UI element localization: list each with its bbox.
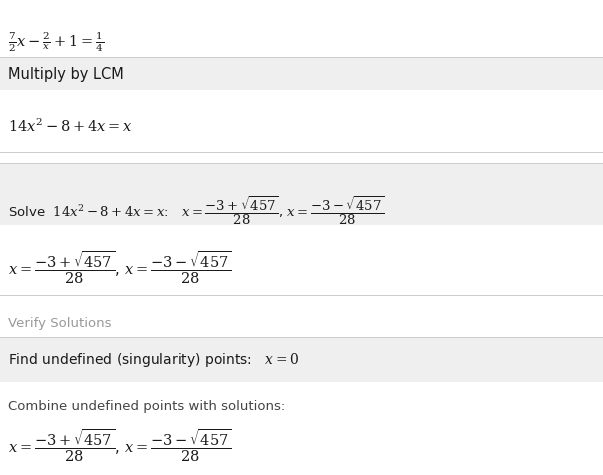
Text: Solve  $14x^2 - 8 + 4x = x$:   $x = \dfrac{-3 + \sqrt{457}}{28}$, $x = \dfrac{-3: Solve $14x^2 - 8 + 4x = x$: $x = \dfrac{… <box>8 194 384 227</box>
Bar <box>0 58 603 90</box>
Bar <box>0 163 603 225</box>
Text: Verify Solutions: Verify Solutions <box>8 317 112 330</box>
Text: Find undefined (singularity) points:   $x = 0$: Find undefined (singularity) points: $x … <box>8 351 300 369</box>
Text: $\frac{7}{2}x - \frac{2}{x} + 1 = \frac{1}{4}$: $\frac{7}{2}x - \frac{2}{x} + 1 = \frac{… <box>8 30 104 54</box>
Text: $x = \dfrac{-3 + \sqrt{457}}{28}$, $x = \dfrac{-3 - \sqrt{457}}{28}$: $x = \dfrac{-3 + \sqrt{457}}{28}$, $x = … <box>8 250 231 286</box>
Text: $x = \dfrac{-3 + \sqrt{457}}{28}$, $x = \dfrac{-3 - \sqrt{457}}{28}$: $x = \dfrac{-3 + \sqrt{457}}{28}$, $x = … <box>8 428 231 465</box>
Text: Combine undefined points with solutions:: Combine undefined points with solutions: <box>8 400 285 413</box>
Text: Multiply by LCM: Multiply by LCM <box>8 66 124 82</box>
Bar <box>0 338 603 382</box>
Text: $14x^2 - 8 + 4x = x$: $14x^2 - 8 + 4x = x$ <box>8 118 133 135</box>
